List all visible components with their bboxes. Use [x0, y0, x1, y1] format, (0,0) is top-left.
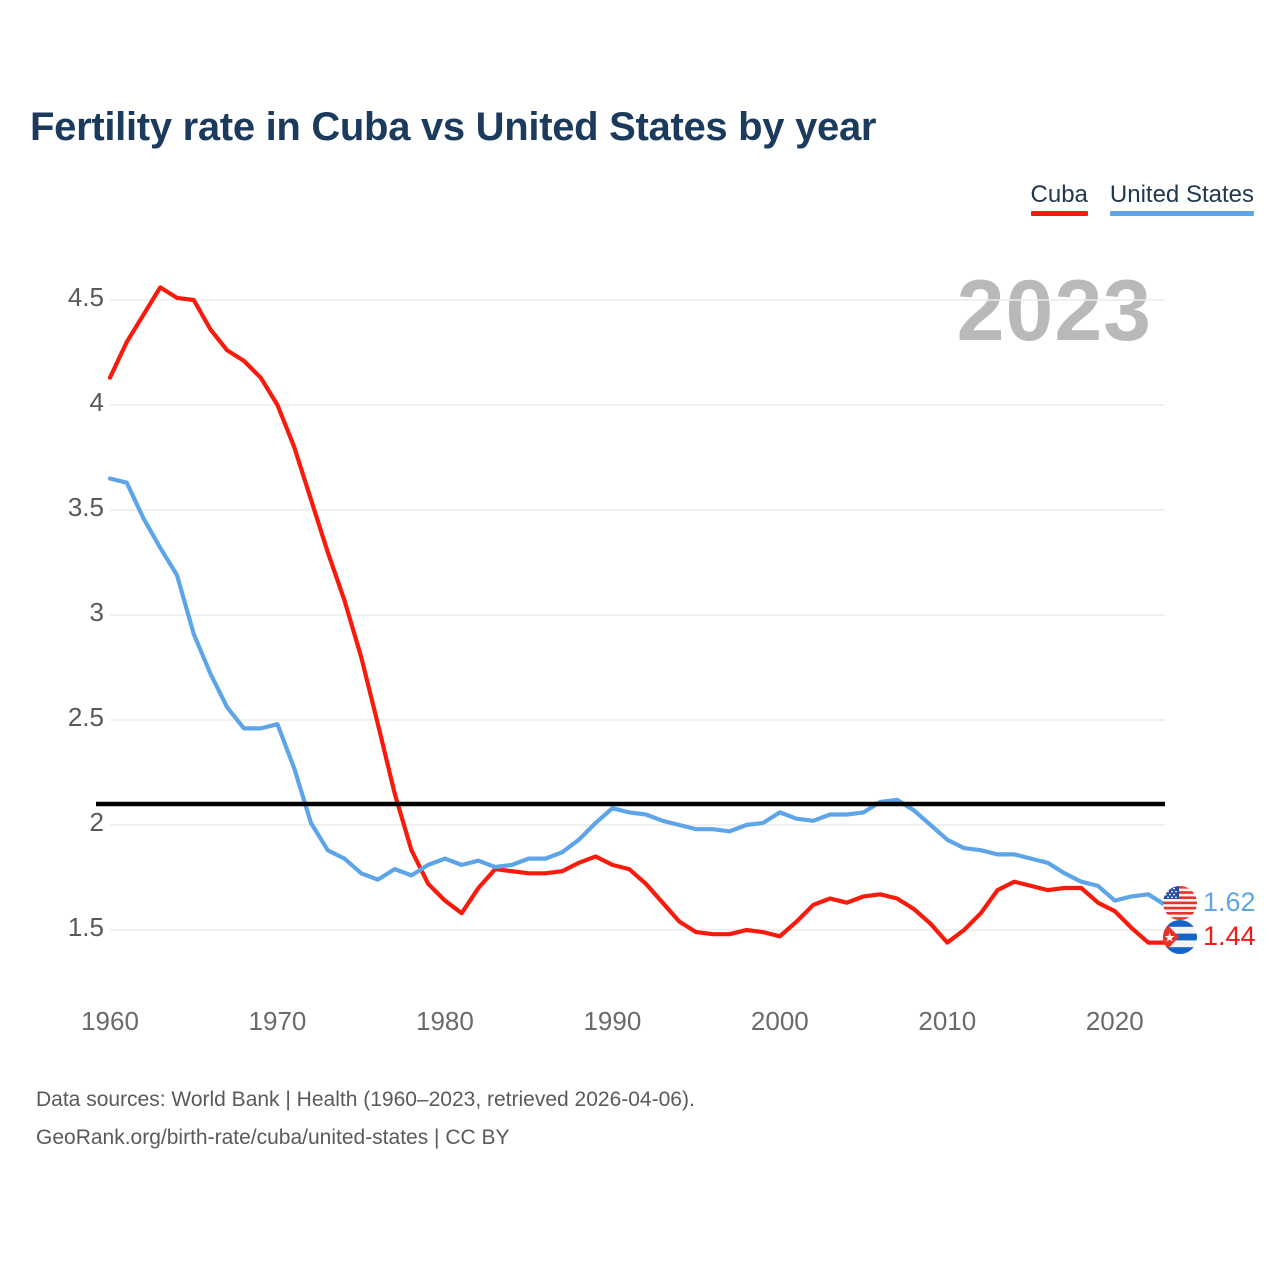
legend-label-united-states: United States: [1109, 181, 1254, 208]
y-tick-label: 2: [89, 807, 104, 837]
y-tick-label: 4: [89, 387, 104, 417]
us-flag-icon: [1163, 886, 1197, 920]
x-tick-label: 1990: [583, 1006, 642, 1036]
legend-label-cuba: Cuba: [1030, 181, 1088, 208]
x-tick-label: 2020: [1085, 1006, 1144, 1036]
end-label-cuba: 1.44: [1203, 921, 1256, 951]
x-tick-label: 1980: [415, 1006, 474, 1036]
x-tick-label: 1970: [248, 1006, 307, 1036]
footer-attribution: GeoRank.org/birth-rate/cuba/united-state…: [36, 1126, 510, 1149]
x-tick-label: 2000: [750, 1006, 809, 1036]
page-title: Fertility rate in Cuba vs United States …: [30, 105, 877, 149]
x-tick-label: 2010: [918, 1006, 977, 1036]
year-watermark: 2023: [956, 263, 1152, 359]
y-tick-label: 3.5: [67, 492, 104, 522]
legend-swatch-cuba: [1030, 211, 1088, 217]
footer-data-sources: Data sources: World Bank | Health (1960–…: [36, 1088, 695, 1111]
y-tick-label: 2.5: [67, 702, 104, 732]
legend-item-united-states[interactable]: United States: [1109, 181, 1254, 217]
cuba-flag-icon: [1163, 920, 1197, 954]
y-tick-label: 4.5: [67, 282, 104, 312]
y-tick-label: 1.5: [67, 912, 104, 942]
y-tick-label: 3: [89, 597, 104, 627]
legend-swatch-united-states: [1109, 211, 1254, 217]
end-label-united-states: 1.62: [1203, 887, 1256, 917]
legend-item-cuba[interactable]: Cuba: [1030, 181, 1088, 217]
chart-legend: Cuba United States: [1030, 181, 1254, 217]
x-tick-label: 1960: [81, 1006, 139, 1036]
